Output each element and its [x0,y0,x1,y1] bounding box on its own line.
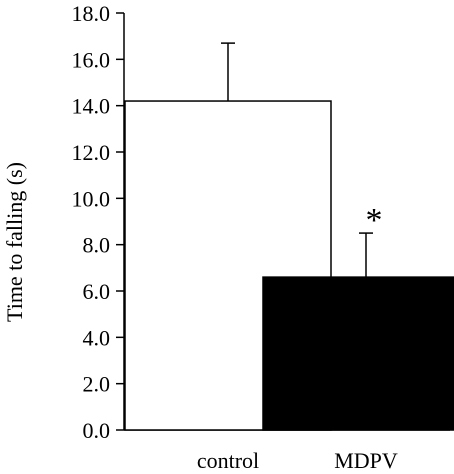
y-tick-label-8: 16.0 [72,47,111,72]
y-tick-label-5: 10.0 [72,186,111,211]
y-tick-label-6: 12.0 [72,140,111,165]
plot-area: 0.0 2.0 4.0 6.0 8.0 10.0 12.0 14.0 16.0 18.0 contr… [72,1,454,473]
y-tick-label-7: 14.0 [72,94,111,119]
y-tick-label-1: 2.0 [83,372,111,397]
y-tick-label-3: 6.0 [83,279,111,304]
y-tick-label-9: 18.0 [72,1,111,26]
y-axis-label: Time to falling (s) [2,162,27,322]
bar-mdpv [262,276,454,431]
y-tick-label-0: 0.0 [83,418,111,443]
x-category-label-control: control [197,448,259,473]
y-tick-label-2: 4.0 [83,325,111,350]
y-tick-label-4: 8.0 [83,233,111,258]
x-category-label-mdpv: MDPV [334,448,398,473]
significance-marker-0: * [366,202,383,239]
